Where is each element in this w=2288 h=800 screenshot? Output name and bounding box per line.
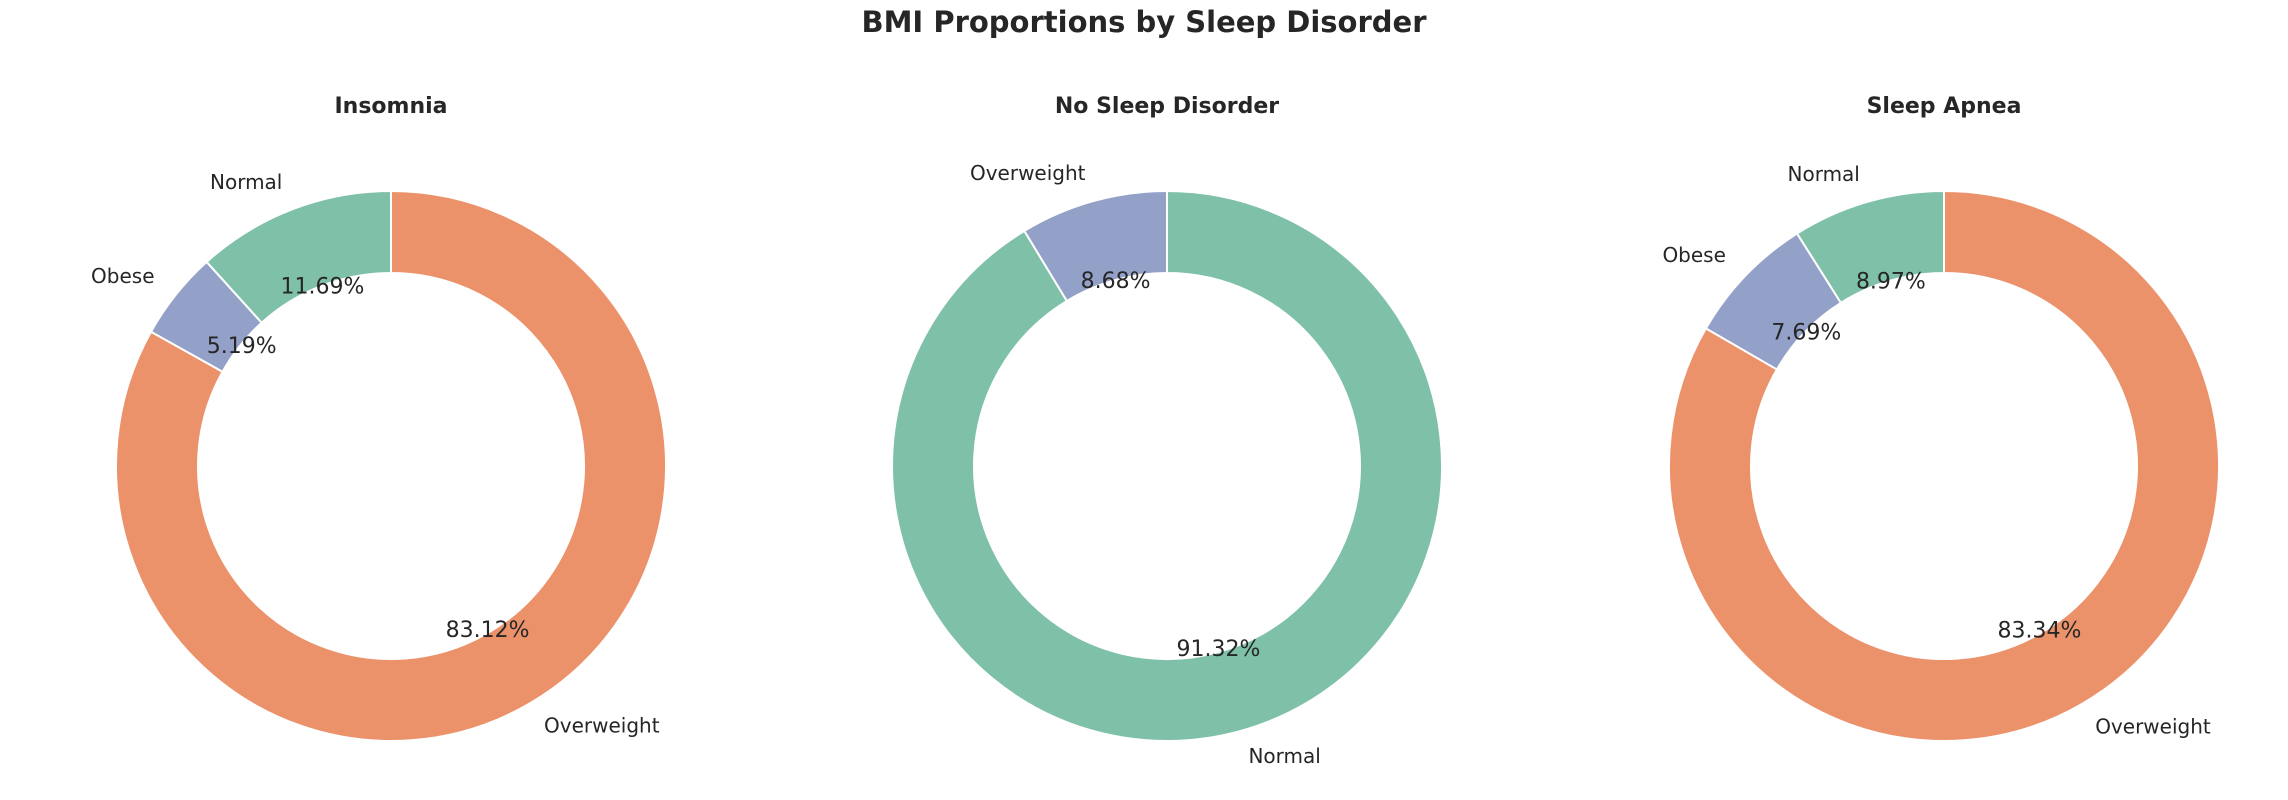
pct-label-obese: 7.69%	[1771, 321, 1841, 346]
slice-label-obese: Obese	[91, 264, 154, 288]
donut-no-sleep-disorder: No Sleep Disorder Normal 91.32% Overweight 8…	[891, 94, 1443, 768]
slice-label-obese: Obese	[1662, 243, 1725, 267]
slice-label-normal: Normal	[1248, 744, 1320, 768]
donut-panels: Insomnia Overweight 83.12% Obese 5.19% Normal…	[91, 94, 2220, 768]
figure-title: BMI Proportions by Sleep Disorder	[861, 5, 1427, 39]
wedge-overweight	[1668, 189, 2220, 742]
wedge-normal	[1795, 189, 1945, 305]
panel-title: Sleep Apnea	[1867, 94, 2022, 119]
panel-title: No Sleep Disorder	[1055, 94, 1279, 119]
slice-label-overweight: Overweight	[544, 713, 660, 737]
donut-sleep-apnea: Sleep Apnea Overweight 83.34% Obese 7.69% Nor…	[1662, 94, 2220, 742]
slice-label-normal: Normal	[1788, 162, 1860, 186]
pct-label-overweight: 8.68%	[1081, 269, 1151, 294]
wedge-overweight	[1022, 189, 1168, 303]
wedge-overweight	[115, 189, 667, 742]
slice-label-overweight: Overweight	[2095, 715, 2211, 739]
pct-label-overweight: 83.12%	[446, 618, 530, 643]
donut-insomnia: Insomnia Overweight 83.12% Obese 5.19% Normal…	[91, 94, 667, 742]
wedge-normal	[891, 189, 1443, 742]
panel-title: Insomnia	[334, 94, 447, 119]
pct-label-normal: 8.97%	[1856, 270, 1926, 295]
pct-label-normal: 11.69%	[280, 275, 364, 300]
pct-label-overweight: 83.34%	[1998, 618, 2082, 643]
wedge-normal	[205, 189, 392, 325]
slice-label-normal: Normal	[210, 170, 282, 194]
pct-label-obese: 5.19%	[207, 334, 277, 359]
pct-label-normal: 91.32%	[1176, 637, 1260, 662]
slice-label-overweight: Overweight	[970, 161, 1086, 185]
